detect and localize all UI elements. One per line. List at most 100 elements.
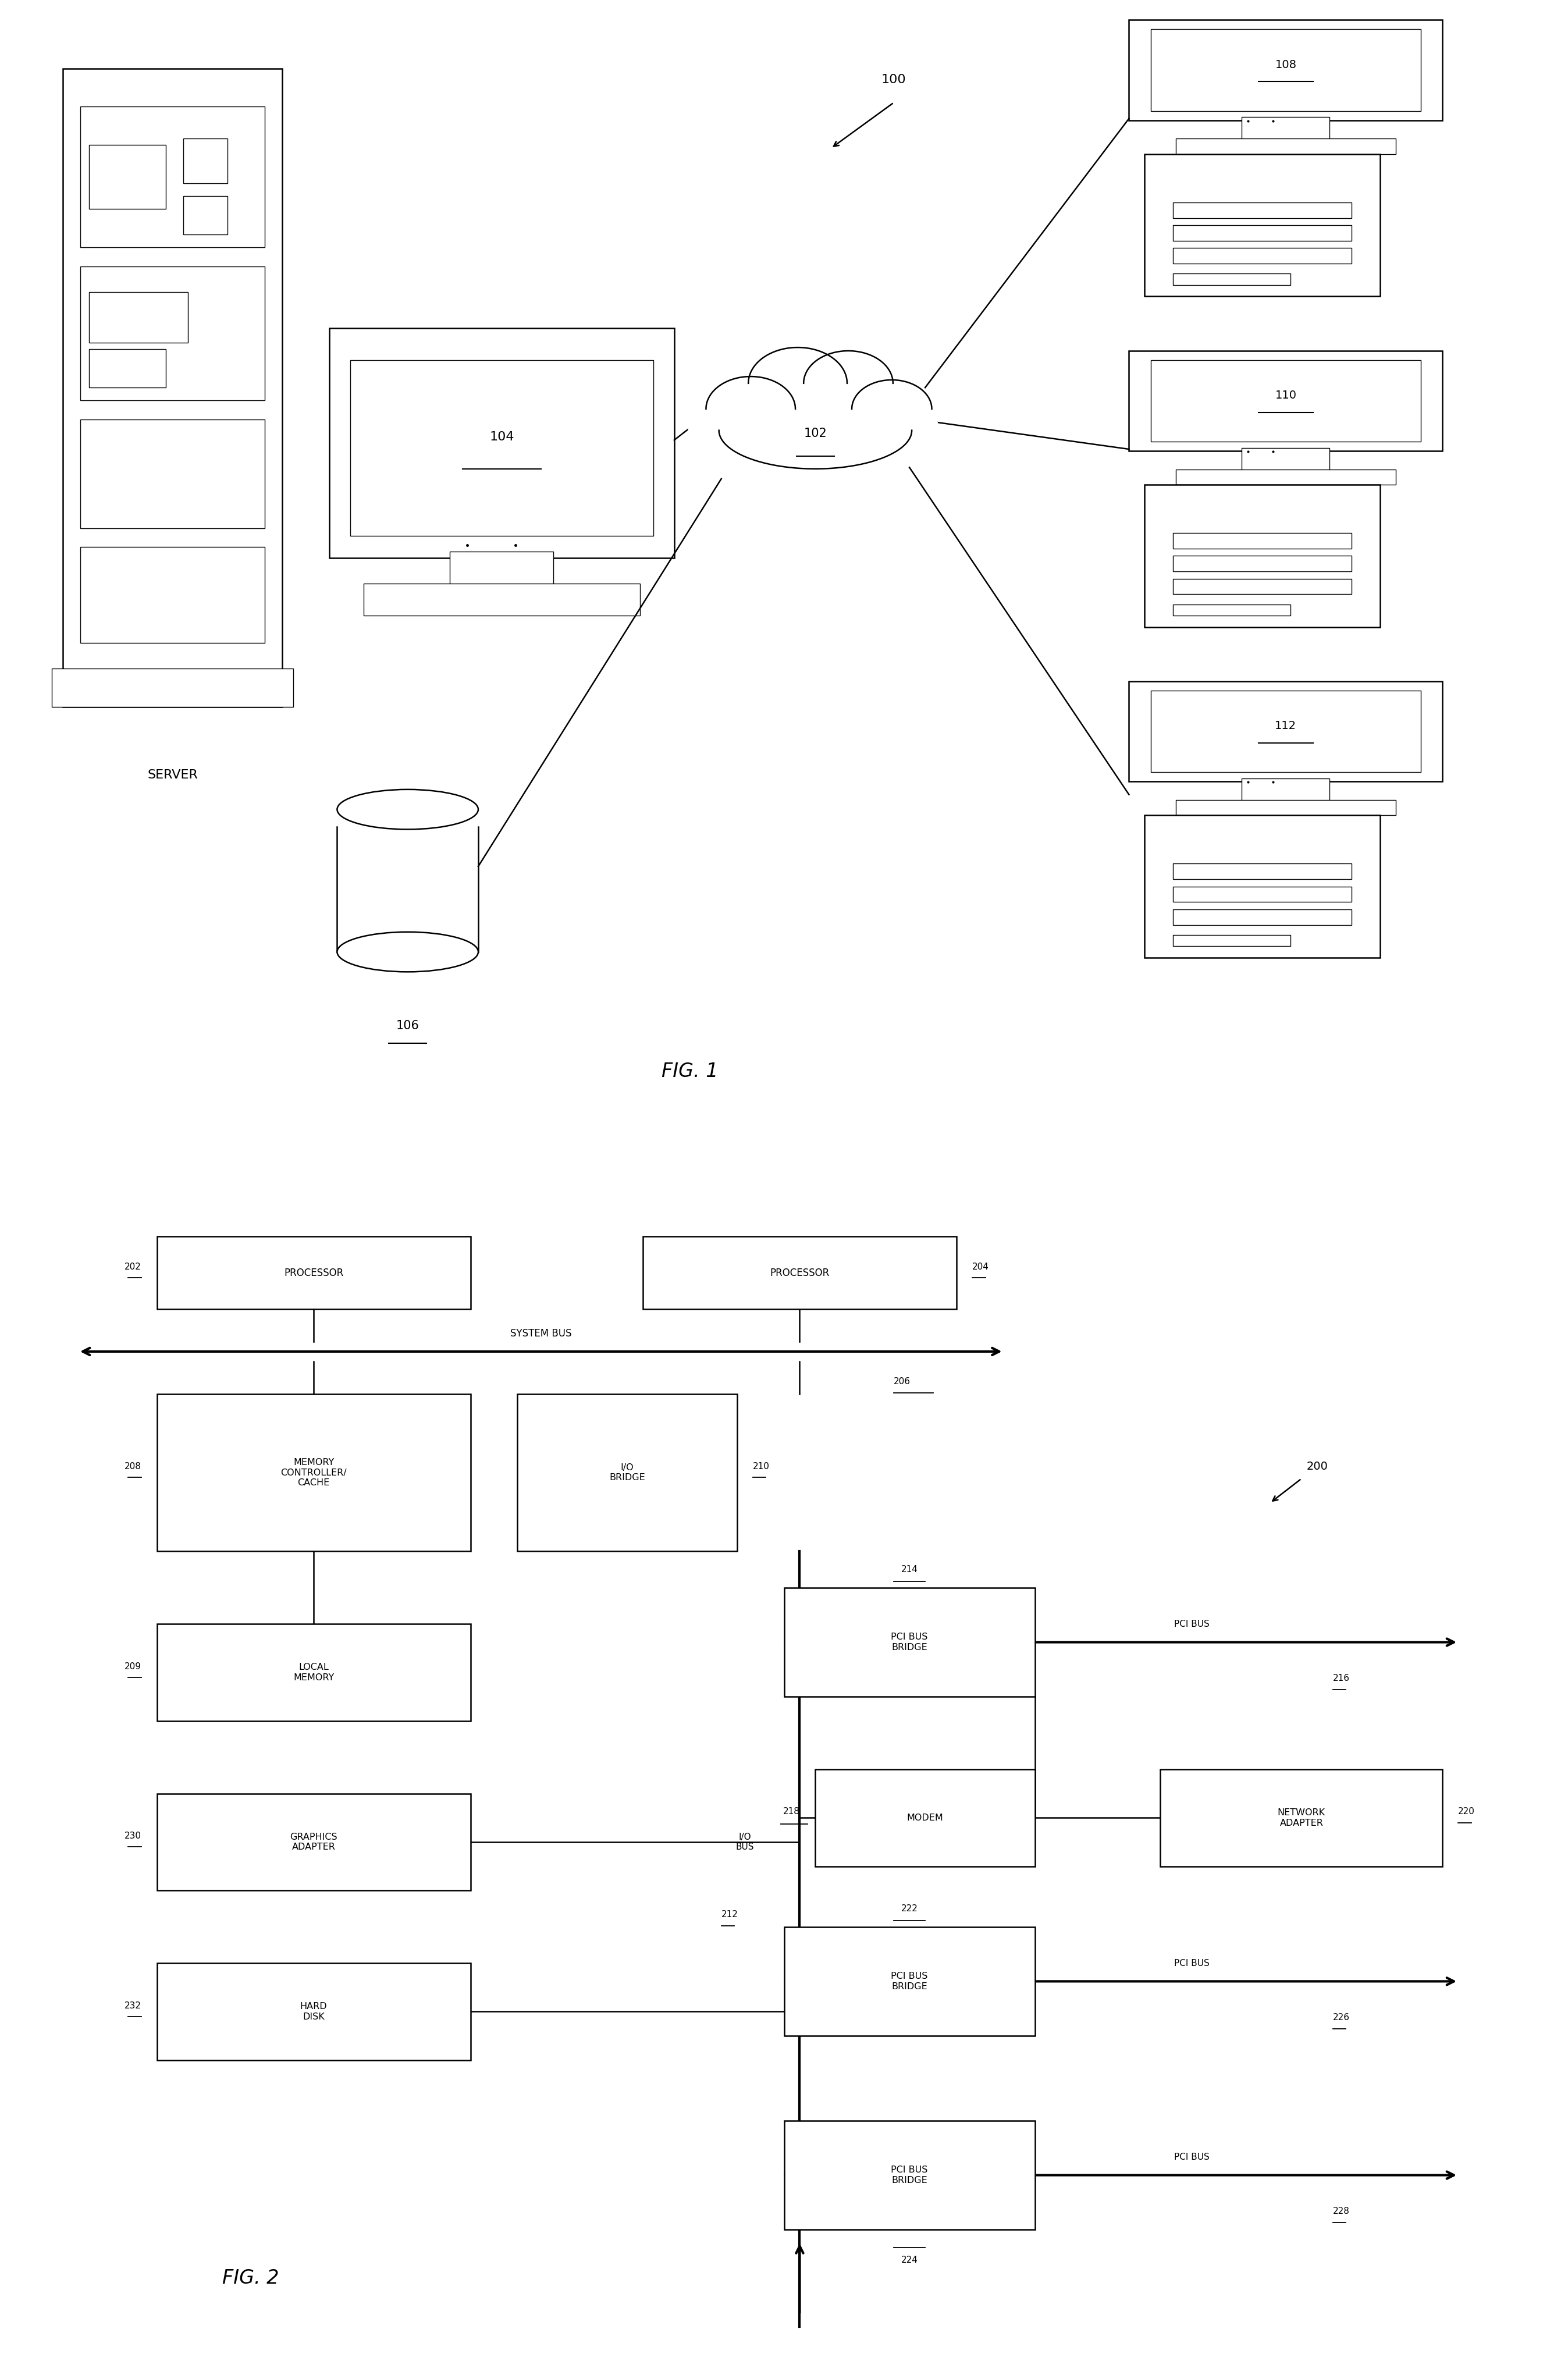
Bar <box>183 138 227 183</box>
Text: 108: 108 <box>1275 59 1297 71</box>
Bar <box>1129 19 1443 121</box>
Text: 206: 206 <box>894 1378 911 1387</box>
Text: 106: 106 <box>397 1021 419 1031</box>
Bar <box>1176 470 1396 484</box>
Text: NETWORK
ADAPTER: NETWORK ADAPTER <box>1278 1807 1325 1826</box>
Bar <box>784 2121 1035 2230</box>
Text: 209: 209 <box>124 1662 141 1670</box>
Ellipse shape <box>337 931 478 971</box>
Text: 220: 220 <box>1458 1807 1475 1817</box>
Bar <box>784 1926 1035 2035</box>
Text: 204: 204 <box>972 1264 989 1271</box>
Bar <box>1173 936 1290 945</box>
Bar <box>1160 1769 1443 1867</box>
Text: SERVER: SERVER <box>147 770 198 781</box>
Text: PCI BUS
BRIDGE: PCI BUS BRIDGE <box>891 2166 928 2185</box>
Text: 110: 110 <box>1275 390 1297 401</box>
Bar <box>1151 691 1421 772</box>
Bar <box>1173 202 1352 218</box>
Bar <box>643 1237 956 1309</box>
Text: 104: 104 <box>489 430 514 442</box>
Bar <box>329 328 674 558</box>
Text: 230: 230 <box>124 1831 141 1841</box>
Bar <box>89 145 166 209</box>
Text: PCI BUS: PCI BUS <box>1174 1620 1209 1629</box>
Bar <box>517 1394 737 1551</box>
Bar <box>1173 886 1352 903</box>
Text: GRAPHICS
ADAPTER: GRAPHICS ADAPTER <box>290 1834 337 1853</box>
Bar <box>1173 226 1352 240</box>
Text: 112: 112 <box>1275 720 1297 732</box>
Text: PCI BUS: PCI BUS <box>1174 1959 1209 1966</box>
Text: 224: 224 <box>902 2256 917 2263</box>
Circle shape <box>803 352 892 416</box>
Bar <box>1173 273 1290 285</box>
Bar <box>1145 815 1380 957</box>
Text: 208: 208 <box>124 1463 141 1470</box>
Bar <box>1176 800 1396 815</box>
Bar <box>1173 247 1352 264</box>
Text: 226: 226 <box>1333 2014 1350 2021</box>
Bar <box>1242 116 1330 142</box>
Text: 210: 210 <box>753 1463 770 1470</box>
Circle shape <box>751 416 833 475</box>
Text: I/O
BRIDGE: I/O BRIDGE <box>610 1463 644 1482</box>
Bar <box>157 1237 470 1309</box>
Bar <box>157 1964 470 2059</box>
Text: FIG. 1: FIG. 1 <box>662 1062 718 1081</box>
Bar <box>80 107 265 247</box>
Bar <box>1145 484 1380 627</box>
Circle shape <box>748 347 847 420</box>
Bar <box>1129 682 1443 781</box>
Text: I/O
BUS: I/O BUS <box>735 1834 754 1853</box>
Bar <box>337 826 478 952</box>
Bar <box>1173 603 1290 615</box>
Text: HARD
DISK: HARD DISK <box>299 2002 328 2021</box>
Text: FIG. 2: FIG. 2 <box>223 2268 279 2287</box>
Text: PCI BUS: PCI BUS <box>1174 2152 1209 2161</box>
Bar <box>1173 556 1352 572</box>
Bar <box>350 361 654 537</box>
Text: MEMORY
CONTROLLER/
CACHE: MEMORY CONTROLLER/ CACHE <box>281 1458 347 1487</box>
Text: 228: 228 <box>1333 2206 1350 2216</box>
Bar <box>1173 580 1352 594</box>
Bar <box>80 266 265 401</box>
Text: 214: 214 <box>902 1565 917 1575</box>
Circle shape <box>809 416 892 475</box>
Bar <box>1173 910 1352 924</box>
Bar <box>450 551 554 589</box>
Text: 100: 100 <box>881 74 906 86</box>
Text: PCI BUS
BRIDGE: PCI BUS BRIDGE <box>891 1971 928 1990</box>
Bar <box>80 420 265 527</box>
Bar <box>1173 864 1352 879</box>
Bar <box>1151 29 1421 112</box>
Text: 212: 212 <box>721 1910 739 1919</box>
Circle shape <box>851 380 931 437</box>
Bar <box>1129 352 1443 451</box>
Circle shape <box>706 378 795 442</box>
Text: PROCESSOR: PROCESSOR <box>770 1268 829 1278</box>
Text: LOCAL
MEMORY: LOCAL MEMORY <box>293 1662 334 1682</box>
Circle shape <box>688 399 778 463</box>
Bar <box>157 1625 470 1722</box>
Bar <box>63 69 282 708</box>
Bar <box>89 349 166 387</box>
Bar <box>80 546 265 644</box>
Text: PCI BUS
BRIDGE: PCI BUS BRIDGE <box>891 1632 928 1651</box>
Bar <box>1176 138 1396 154</box>
Bar <box>1242 779 1330 803</box>
Ellipse shape <box>721 382 909 461</box>
Circle shape <box>856 401 939 461</box>
Bar <box>1173 532 1352 549</box>
Bar <box>157 1394 470 1551</box>
Bar <box>157 1793 470 1891</box>
Text: 200: 200 <box>1306 1461 1328 1472</box>
Bar <box>364 584 640 615</box>
Bar <box>52 667 293 708</box>
Text: PROCESSOR: PROCESSOR <box>284 1268 343 1278</box>
Bar <box>815 1769 1035 1867</box>
Text: 102: 102 <box>804 428 826 439</box>
Text: 222: 222 <box>902 1905 917 1912</box>
Text: 216: 216 <box>1333 1674 1350 1684</box>
Text: 202: 202 <box>124 1264 141 1271</box>
